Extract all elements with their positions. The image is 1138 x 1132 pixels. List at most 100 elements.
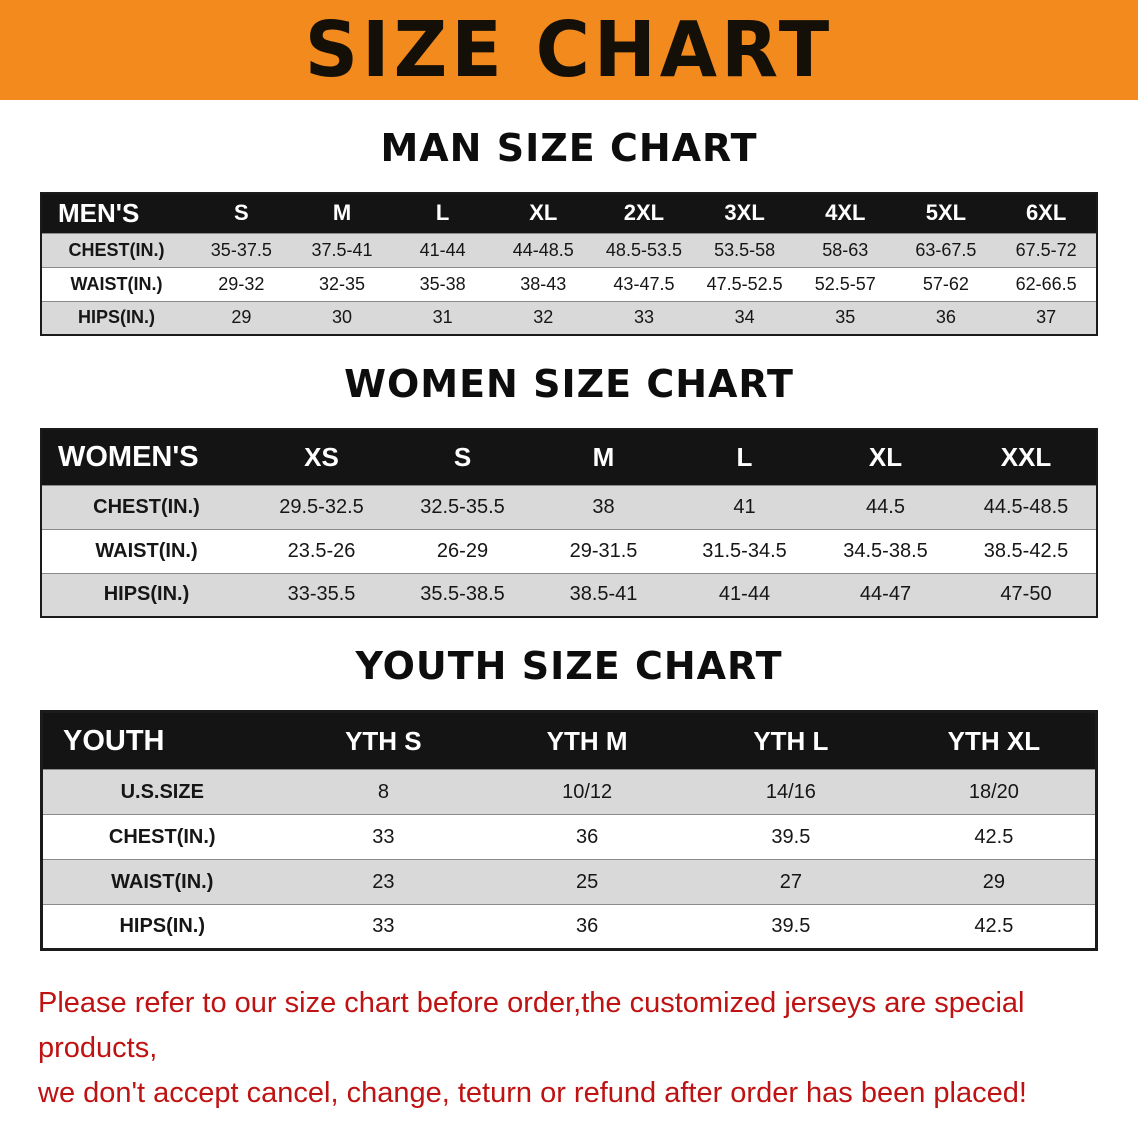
- cell-value: 29.5-32.5: [251, 484, 392, 529]
- cell-value: 57-62: [895, 266, 997, 301]
- cell-value: 23.5-26: [251, 528, 392, 573]
- cell-value: 38.5-42.5: [956, 528, 1097, 573]
- mens-size-table: MEN'S S M L XL 2XL 3XL 4XL 5XL 6XL CHEST(IN.) 35-37…: [40, 192, 1098, 336]
- column-header: XXL: [956, 429, 1097, 485]
- cell-value: 47-50: [956, 572, 1097, 617]
- table-row: U.S.SIZE 8 10/12 14/16 18/20: [41, 769, 1097, 815]
- table-row: HIPS(IN.) 33 36 39.5 42.5: [41, 904, 1097, 950]
- cell-value: 39.5: [689, 904, 893, 950]
- cell-value: 41: [674, 484, 815, 529]
- cell-value: 36: [485, 904, 689, 950]
- footer-disclaimer: Please refer to our size chart before or…: [38, 981, 1102, 1116]
- mens-section-heading: MAN SIZE CHART: [380, 126, 758, 170]
- row-label: U.S.SIZE: [41, 769, 282, 815]
- column-header: L: [392, 193, 493, 233]
- cell-value: 42.5: [892, 904, 1097, 950]
- column-header: S: [191, 193, 292, 233]
- table-row: CHEST(IN.) 35-37.5 37.5-41 41-44 44-48.5 48.5…: [41, 232, 1097, 267]
- cell-value: 32: [492, 300, 594, 335]
- cell-value: 18/20: [892, 769, 1097, 815]
- header-row: YOUTH YTH S YTH M YTH L YTH XL: [41, 711, 1097, 770]
- cell-value: 27: [689, 859, 893, 905]
- cell-value: 8: [281, 769, 486, 815]
- cell-value: 36: [895, 300, 997, 335]
- cell-value: 37: [996, 300, 1097, 335]
- cell-value: 35-37.5: [191, 232, 292, 267]
- cell-value: 58-63: [794, 232, 896, 267]
- table-title-cell: YOUTH: [41, 711, 282, 770]
- table-row: WAIST(IN.) 23 25 27 29: [41, 859, 1097, 905]
- column-header: XL: [815, 429, 956, 485]
- cell-value: 29: [191, 300, 292, 335]
- row-label: WAIST(IN.): [41, 266, 191, 301]
- row-label: WAIST(IN.): [41, 859, 282, 905]
- column-header: XS: [251, 429, 392, 485]
- row-label: WAIST(IN.): [41, 528, 251, 573]
- table-row: CHEST(IN.) 33 36 39.5 42.5: [41, 814, 1097, 860]
- cell-value: 29-31.5: [533, 528, 674, 573]
- cell-value: 31: [392, 300, 493, 335]
- column-header: S: [392, 429, 533, 485]
- cell-value: 34: [694, 300, 795, 335]
- cell-value: 43-47.5: [593, 266, 695, 301]
- cell-value: 63-67.5: [895, 232, 997, 267]
- column-header: 2XL: [593, 193, 695, 233]
- cell-value: 29: [892, 859, 1097, 905]
- cell-value: 35-38: [392, 266, 493, 301]
- cell-value: 53.5-58: [694, 232, 795, 267]
- column-header: M: [291, 193, 393, 233]
- cell-value: 67.5-72: [996, 232, 1097, 267]
- column-header: YTH M: [485, 711, 689, 770]
- table-title-cell: MEN'S: [41, 193, 191, 233]
- cell-value: 34.5-38.5: [815, 528, 956, 573]
- column-header: M: [533, 429, 674, 485]
- column-header: 6XL: [996, 193, 1097, 233]
- row-label: CHEST(IN.): [41, 814, 282, 860]
- cell-value: 48.5-53.5: [593, 232, 695, 267]
- youth-section-heading: YOUTH SIZE CHART: [355, 644, 783, 688]
- column-header: YTH S: [281, 711, 486, 770]
- womens-section-heading: WOMEN SIZE CHART: [344, 362, 794, 406]
- cell-value: 44-47: [815, 572, 956, 617]
- cell-value: 38: [533, 484, 674, 529]
- cell-value: 33: [281, 814, 486, 860]
- column-header: L: [674, 429, 815, 485]
- row-label: CHEST(IN.): [41, 232, 191, 267]
- cell-value: 41-44: [674, 572, 815, 617]
- column-header: XL: [492, 193, 594, 233]
- table-row: CHEST(IN.) 29.5-32.5 32.5-35.5 38 41 44.5 44.5…: [41, 484, 1097, 529]
- table-row: WAIST(IN.) 29-32 32-35 35-38 38-43 43-47.5 47.…: [41, 266, 1097, 301]
- cell-value: 38.5-41: [533, 572, 674, 617]
- cell-value: 33-35.5: [251, 572, 392, 617]
- table-row: HIPS(IN.) 33-35.5 35.5-38.5 38.5-41 41-44 44-…: [41, 572, 1097, 617]
- cell-value: 30: [291, 300, 393, 335]
- page-title: SIZE CHART: [304, 5, 834, 95]
- cell-value: 14/16: [689, 769, 893, 815]
- cell-value: 26-29: [392, 528, 533, 573]
- row-label: HIPS(IN.): [41, 572, 251, 617]
- column-header: 3XL: [694, 193, 795, 233]
- cell-value: 35: [794, 300, 896, 335]
- cell-value: 44-48.5: [492, 232, 594, 267]
- cell-value: 36: [485, 814, 689, 860]
- column-header: YTH L: [689, 711, 893, 770]
- cell-value: 52.5-57: [794, 266, 896, 301]
- youth-size-table: YOUTH YTH S YTH M YTH L YTH XL U.S.SIZE 8 10/12…: [40, 710, 1098, 951]
- cell-value: 44.5-48.5: [956, 484, 1097, 529]
- cell-value: 33: [593, 300, 695, 335]
- footer-disclaimer-line2: we don't accept cancel, change, teturn o…: [38, 1076, 1027, 1109]
- cell-value: 23: [281, 859, 486, 905]
- table-title-cell: WOMEN'S: [41, 429, 251, 485]
- cell-value: 31.5-34.5: [674, 528, 815, 573]
- cell-value: 42.5: [892, 814, 1097, 860]
- table-row: HIPS(IN.) 29 30 31 32 33 34 35 36 37: [41, 300, 1097, 335]
- cell-value: 35.5-38.5: [392, 572, 533, 617]
- footer-disclaimer-line1: Please refer to our size chart before or…: [38, 987, 1025, 1064]
- header-row: WOMEN'S XS S M L XL XXL: [41, 429, 1097, 485]
- cell-value: 44.5: [815, 484, 956, 529]
- cell-value: 25: [485, 859, 689, 905]
- header-row: MEN'S S M L XL 2XL 3XL 4XL 5XL 6XL: [41, 193, 1097, 233]
- cell-value: 38-43: [492, 266, 594, 301]
- cell-value: 41-44: [392, 232, 493, 267]
